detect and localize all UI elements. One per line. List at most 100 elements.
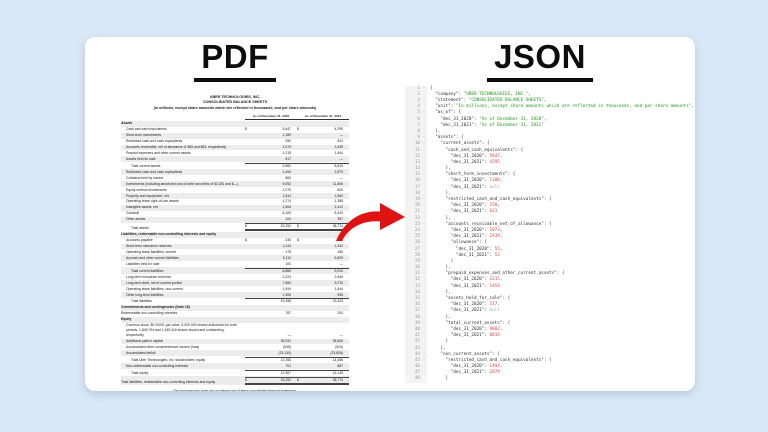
code-line: 4 "unit": "In millions, except share amo… xyxy=(405,104,695,111)
code-text: "dec_31_2021": 2879 xyxy=(450,370,500,376)
row-value: $33,252 xyxy=(245,376,297,385)
fold-marker-icon[interactable]: - xyxy=(421,197,427,204)
code-line: 21 "dec_31_2021": 631 xyxy=(405,209,695,216)
code-text: }, xyxy=(430,190,451,196)
code-line: 38 }, xyxy=(405,314,695,321)
code-line: 20 "dec_31_2020": 250, xyxy=(405,203,695,210)
table-row: Cash and cash equivalents $5,647 $4,295 xyxy=(121,127,349,133)
row-value: 11,806 xyxy=(332,181,343,186)
table-row: Common stock, $0.00001 par value, 5,000,… xyxy=(121,323,349,339)
fold-marker-icon[interactable]: - xyxy=(421,172,427,179)
fold-marker-icon[interactable]: - xyxy=(421,110,427,117)
row-value: 1,079 xyxy=(282,187,292,192)
row-label: Property and equipment, net xyxy=(126,193,169,198)
table-row: Assets xyxy=(121,120,349,127)
code-text: "dec_31_2021": null xyxy=(450,184,500,190)
fold-spacer xyxy=(421,184,427,191)
fold-marker-icon[interactable]: - xyxy=(421,296,427,303)
fold-marker-icon[interactable]: - xyxy=(421,85,427,92)
fold-marker-icon[interactable]: - xyxy=(421,221,427,228)
code-text: { xyxy=(430,85,433,91)
code-text: "short_term_investments": { xyxy=(445,172,516,178)
fold-marker-icon[interactable]: - xyxy=(421,240,427,247)
table-row: Non-redeemable non-controlling interests… xyxy=(121,363,349,370)
line-number: 19 xyxy=(405,197,421,204)
code-line: 7 "dec_31_2021": "As of December 31, 202… xyxy=(405,122,695,129)
json-panel: JSON 1-{2 "company": "UBER TECHNOLOGIES,… xyxy=(385,37,695,391)
row-value: 1,494 xyxy=(282,169,292,174)
code-text: "dec_31_2020": 1215, xyxy=(450,277,503,283)
table-row: Total current assets 9,882 8,819 xyxy=(121,162,349,169)
row-value: 2,546 xyxy=(334,274,344,279)
code-line: 42 } xyxy=(405,339,695,346)
code-text: } xyxy=(430,339,449,345)
code-text: "accounts_receivable_net_of_allowance": … xyxy=(445,221,552,227)
line-number: 12 xyxy=(405,153,421,160)
table-row: Total assets $33,252 $38,774 xyxy=(121,223,349,232)
row-value: (535) xyxy=(283,344,291,349)
fold-spacer xyxy=(421,252,427,259)
table-row: Operating lease liabilities, current 175 1… xyxy=(121,249,349,255)
row-label: Total liabilities, redeemable non-contro… xyxy=(121,379,216,384)
code-line: 29 } xyxy=(405,258,695,266)
row-value: (23,130) xyxy=(278,350,291,355)
row-label: Total assets xyxy=(131,226,149,231)
code-text: "dec_31_2021": 631 xyxy=(450,209,498,215)
fold-marker-icon[interactable]: - xyxy=(421,320,427,327)
code-line: 37 "dec_31_2021": null xyxy=(405,308,695,315)
fold-marker-icon[interactable]: - xyxy=(421,351,427,358)
pdf-panel: PDF UBER TECHNOLOGIES, INC. CONSOLIDATED… xyxy=(85,37,385,391)
table-row: Other long-term liabilities 1,306 935 xyxy=(121,292,349,298)
row-label: Assets xyxy=(121,121,133,126)
fold-marker-icon[interactable]: - xyxy=(421,135,427,142)
fold-marker-icon[interactable]: - xyxy=(421,271,427,278)
row-value: 124 xyxy=(285,217,291,222)
line-number: 48 xyxy=(405,376,421,383)
row-value: 204 xyxy=(337,311,343,316)
row-value: 2,879 xyxy=(334,169,344,174)
code-text: } xyxy=(430,376,449,382)
line-number: 42 xyxy=(405,339,421,346)
line-number: 39 xyxy=(405,320,421,327)
row-value: 7,560 xyxy=(282,280,292,285)
row-value: 15,145 xyxy=(297,369,349,376)
line-number: 46 xyxy=(405,364,421,371)
code-line: 44- "non_current_assets": { xyxy=(405,351,695,358)
row-value: 687 xyxy=(337,363,343,368)
code-text: "current_assets": { xyxy=(440,141,490,147)
line-number: 36 xyxy=(405,302,421,309)
row-label: Investments (including amortized cost of… xyxy=(126,181,239,186)
pdf-heading: PDF xyxy=(194,39,276,82)
fold-marker-icon[interactable]: - xyxy=(421,357,427,365)
table-row: Liabilities held for sale 100 — xyxy=(121,261,349,267)
code-text: "dec_31_2021": 8819 xyxy=(450,333,500,339)
fold-spacer xyxy=(421,190,427,198)
code-line: 6 "dec_31_2020": "As of December 31, 202… xyxy=(405,116,695,123)
row-value: 1,454 xyxy=(334,150,344,155)
row-label: Goodwill xyxy=(126,211,140,216)
row-value: 2,412 xyxy=(334,205,344,210)
document-title-line: UBER TECHNOLOGIES, INC. xyxy=(209,94,261,99)
fold-spacer xyxy=(421,302,427,309)
fold-marker-icon[interactable]: - xyxy=(421,147,427,154)
table-row: Operating lease right-of-use assets 1,274… xyxy=(121,199,349,205)
code-text: "dec_31_2021": "As of December 31, 2021" xyxy=(440,122,544,128)
fold-marker-icon[interactable]: - xyxy=(421,141,427,148)
row-value: 800 xyxy=(337,187,343,192)
row-value: $33,252 xyxy=(245,223,297,232)
table-row: Prepaid expenses and other current asset… xyxy=(121,150,349,156)
table-row: Total liabilities 19,498 23,425 xyxy=(121,298,349,305)
line-number: 35 xyxy=(405,296,421,303)
table-row: Restricted cash and cash equivalents 1,49… xyxy=(121,169,349,176)
line-number: 7 xyxy=(405,122,421,129)
row-label: Operating lease right-of-use assets xyxy=(126,199,179,204)
line-number: 41 xyxy=(405,333,421,340)
fold-spacer xyxy=(421,326,427,334)
code-text: "dec_31_2020": 1073, xyxy=(450,227,503,233)
table-row: Long-term insurance reserves 2,223 2,546 xyxy=(121,274,349,280)
table-row: Long-term debt, net of current portion 7,… xyxy=(121,280,349,287)
table-row: Additional paid-in capital 35,931 38,608 xyxy=(121,338,349,345)
code-line: 39- "total_current_assets": { xyxy=(405,320,695,327)
code-text: "assets": { xyxy=(435,135,464,141)
line-number: 22 xyxy=(405,215,421,222)
